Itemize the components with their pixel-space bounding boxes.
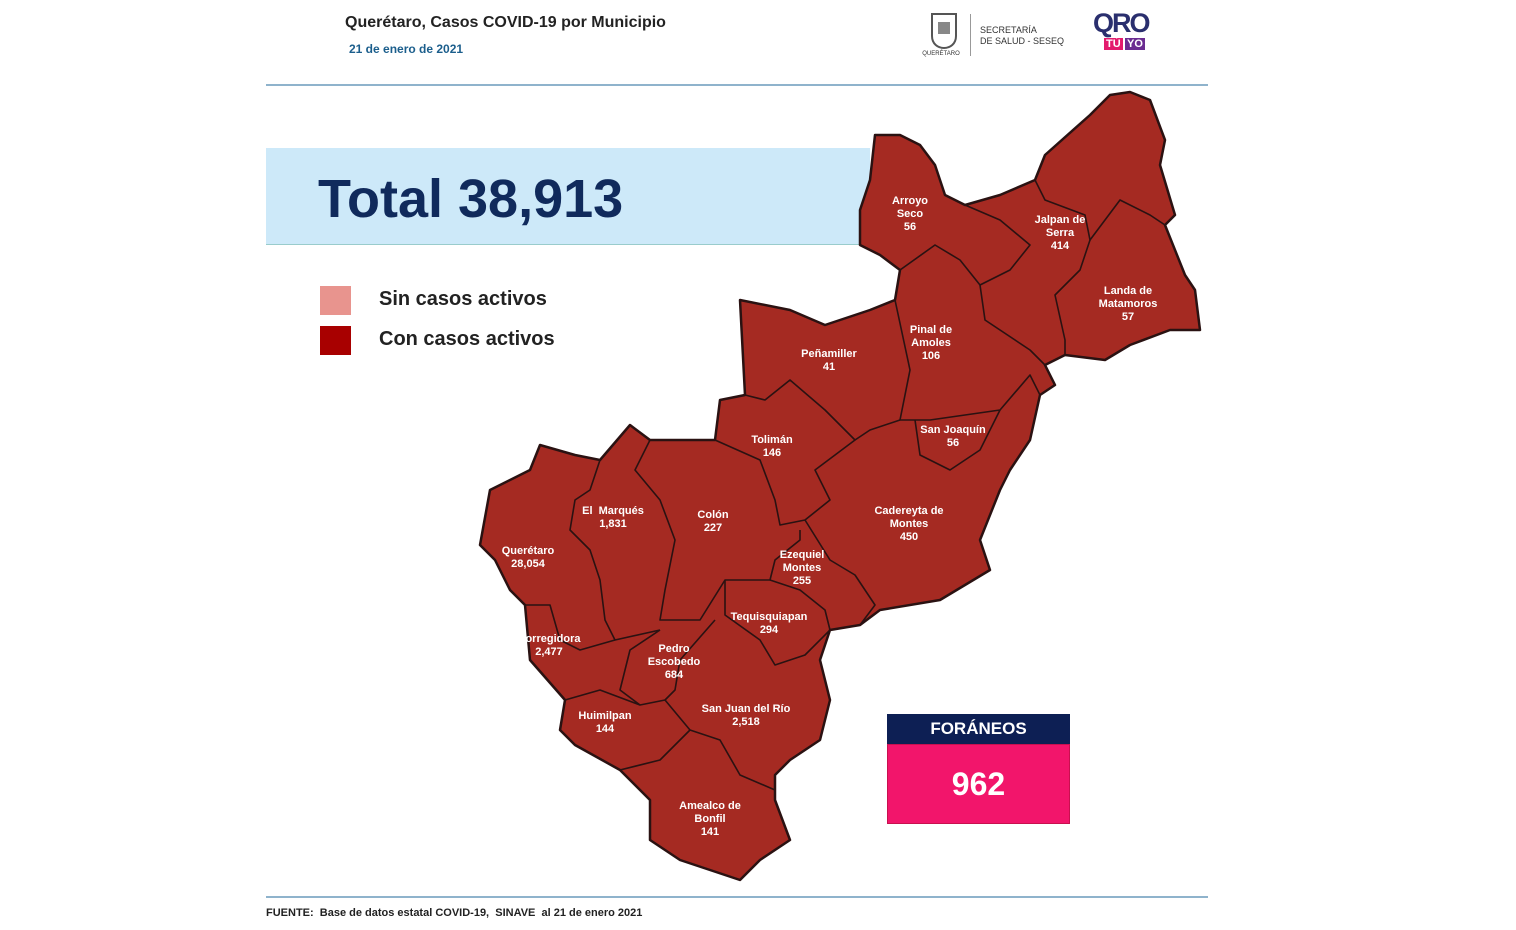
municipality-label: El Marqués 1,831	[568, 505, 658, 531]
municipality-name: Huimilpan	[578, 710, 632, 722]
logo-line: SECRETARÍA	[980, 25, 1037, 35]
total-banner	[266, 148, 870, 245]
municipality-cases: 227	[703, 522, 723, 534]
municipality-label: Querétaro 28,054	[493, 545, 563, 571]
legend-swatch	[320, 286, 351, 315]
municipality-cases: 146	[762, 447, 782, 459]
footer: FUENTE: Base de datos estatal COVID-19, …	[266, 907, 643, 919]
municipality-cases: 2,518	[732, 716, 760, 728]
municipality-name: San Joaquín	[920, 424, 986, 436]
municipality-cases: 2,477	[535, 646, 563, 658]
legend-label: Sin casos activos	[379, 288, 547, 310]
foraneos-label: FORÁNEOS	[887, 714, 1070, 744]
municipality-name: Arroyo Seco	[891, 195, 932, 220]
municipality-label: Pinal de Amoles 106	[906, 324, 956, 363]
state-outline	[478, 90, 1202, 882]
logo-qro: QRO	[1093, 8, 1150, 38]
logo-yo: YO	[1125, 38, 1145, 50]
logo-text: SECRETARÍA DE SALUD - SESEQ	[980, 25, 1064, 47]
municipality-name: Cadereyta de Montes	[874, 505, 947, 530]
legend-swatch	[320, 326, 351, 355]
municipality-name: Jalpan de Serra	[1034, 214, 1089, 239]
municipality-name: Corregidora	[517, 633, 581, 645]
municipality-cases: 141	[700, 826, 720, 838]
rule	[266, 896, 1208, 898]
municipality-cases: 1,831	[599, 518, 627, 530]
municipality-name: San Juan del Río	[701, 703, 791, 715]
title: Querétaro, Casos COVID-19 por Municipio	[345, 14, 666, 31]
municipality-label: Amealco de Bonfil 141	[675, 800, 745, 839]
date: 21 de enero de 2021	[349, 42, 464, 56]
municipality-name: Peñamiller	[801, 348, 857, 360]
legend-label: Con casos activos	[379, 328, 555, 350]
municipality-name: Querétaro	[501, 545, 555, 557]
municipality-label: Landa de Matamoros 57	[1091, 285, 1166, 324]
municipality-name: Ezequiel Montes	[779, 549, 828, 574]
municipality-cases: 57	[1121, 311, 1135, 323]
municipal-borders	[525, 179, 1166, 791]
municipality-cases: 56	[903, 221, 917, 233]
municipality-name: Colón	[697, 509, 729, 521]
municipality-label: Cadereyta de Montes 450	[869, 505, 949, 544]
municipality-name: Tequisquiapan	[730, 611, 808, 623]
municipality-cases: 144	[595, 723, 615, 735]
municipality-cases: 255	[792, 575, 812, 587]
total-label: Total	[318, 169, 443, 229]
municipality-cases: 684	[664, 669, 684, 681]
municipality-name: Tolimán	[751, 434, 793, 446]
municipality-label: Huimilpan 144	[570, 710, 640, 736]
municipality-label: Arroyo Seco 56	[888, 195, 933, 234]
municipality-cases: 41	[822, 361, 836, 373]
municipality-name: Amealco de Bonfil	[679, 800, 744, 825]
municipality-label: Pedro Escobedo 684	[643, 643, 705, 682]
municipality-label: Peñamiller 41	[789, 348, 869, 374]
municipality-name: Pinal de Amoles	[909, 324, 955, 349]
municipality-cases: 28,054	[511, 558, 545, 570]
municipality-label: San Joaquín 56	[908, 424, 998, 450]
total: Total 38,913	[318, 168, 623, 230]
municipality-label: Jalpan de Serra 414	[1033, 214, 1088, 253]
municipality-name: Pedro Escobedo	[647, 643, 701, 668]
municipality-label: Ezequiel Montes 255	[777, 549, 827, 588]
municipality-cases: 414	[1050, 240, 1070, 252]
municipality-label: San Juan del Río 2,518	[691, 703, 801, 729]
total-value: 38,913	[458, 169, 624, 229]
rule	[266, 84, 1208, 86]
foraneos-value: 962	[887, 744, 1070, 824]
logo-line: DE SALUD - SESEQ	[980, 36, 1065, 46]
municipality-label: Tolimán 146	[742, 434, 802, 460]
municipality-name: Landa de Matamoros	[1098, 285, 1158, 310]
logo-state: QUERÉTARO	[922, 50, 960, 57]
municipality-name: El Marqués	[582, 505, 644, 517]
municipality-label: Tequisquiapan 294	[719, 611, 819, 637]
municipality-cases: 106	[921, 350, 941, 362]
divider	[970, 14, 971, 56]
municipality-cases: 450	[899, 531, 919, 543]
municipality-cases: 294	[759, 624, 779, 636]
municipality-label: Corregidora 2,477	[509, 633, 589, 659]
logo-emblem: QUERÉTARO	[922, 13, 960, 57]
municipality-cases: 56	[946, 437, 960, 449]
logo-tu: TÚ	[1104, 38, 1123, 50]
municipality-label: Colón 227	[688, 509, 738, 535]
